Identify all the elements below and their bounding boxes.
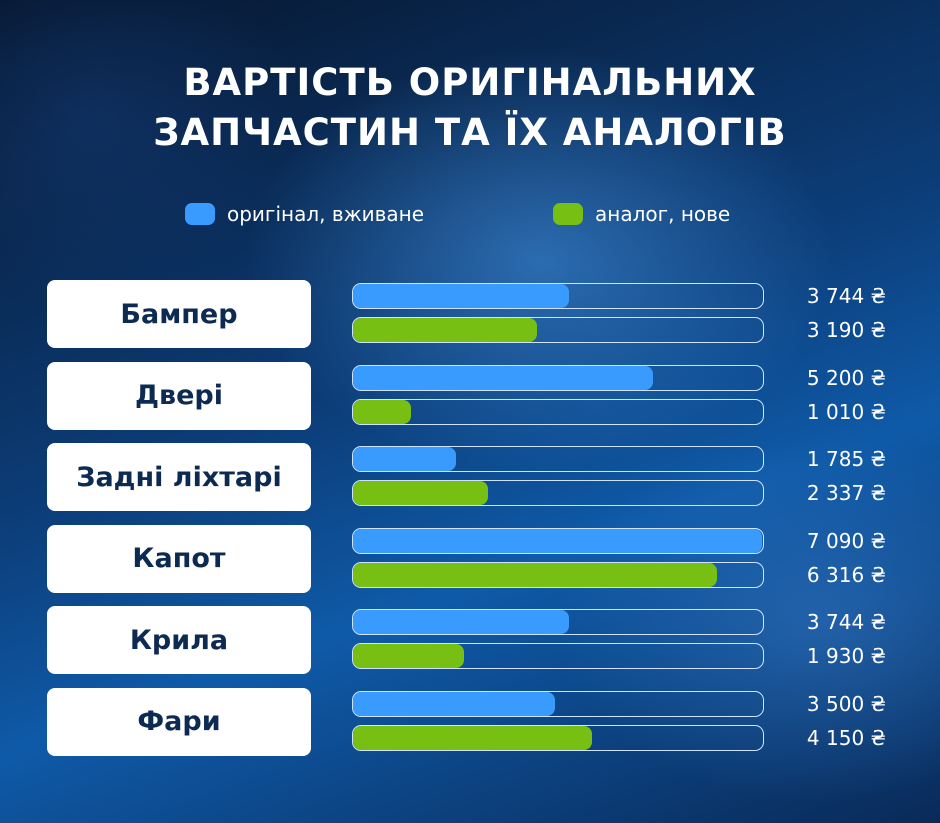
bar-track-original [352, 527, 764, 554]
bar-track-analog [352, 561, 764, 588]
value-label-original: 3 744 ₴ [806, 284, 886, 308]
category-label: Крила [47, 606, 311, 674]
bar-original [353, 610, 569, 634]
bar-analog [353, 562, 717, 587]
bar-analog [353, 481, 488, 505]
category-label: Бампер [47, 280, 311, 348]
bar-track-original [352, 446, 764, 472]
legend-item-analog: аналог, нове [553, 202, 730, 226]
value-label-analog: 3 190 ₴ [806, 318, 886, 342]
bar-track-original [352, 609, 764, 635]
title-line-1: ВАРТІСТЬ ОРИГІНАЛЬНИХ [183, 61, 757, 104]
value-label-original: 7 090 ₴ [806, 528, 886, 553]
category-label: Фари [47, 687, 311, 756]
bar-original [353, 284, 569, 308]
chart-row: Капот 7 090 ₴ 6 316 ₴ [0, 524, 940, 593]
category-label: Капот [47, 524, 311, 593]
value-label-analog: 1 010 ₴ [806, 399, 886, 424]
bar-original [353, 691, 555, 716]
bar-analog [353, 399, 411, 424]
legend: оригінал, вживане аналог, нове [0, 202, 940, 230]
bar-track-original [352, 690, 764, 717]
bar-original [353, 528, 762, 553]
category-label: Задні ліхтарі [47, 443, 311, 511]
bar-analog [353, 725, 592, 750]
bar-track-analog [352, 480, 764, 506]
chart-row: Крила 3 744 ₴ 1 930 ₴ [0, 606, 940, 674]
bar-track-original [352, 283, 764, 309]
legend-item-original: оригінал, вживане [185, 202, 424, 226]
category-label: Двері [47, 361, 311, 430]
value-label-original: 1 785 ₴ [806, 447, 886, 471]
bar-original [353, 447, 456, 471]
bar-track-analog [352, 724, 764, 751]
title-line-2: ЗАПЧАСТИН ТА ЇХ АНАЛОГІВ [153, 111, 787, 154]
chart-row: Задні ліхтарі 1 785 ₴ 2 337 ₴ [0, 443, 940, 511]
value-label-original: 3 744 ₴ [806, 610, 886, 634]
bar-track-analog [352, 317, 764, 343]
value-label-analog: 4 150 ₴ [806, 725, 886, 750]
bar-original [353, 365, 653, 390]
bar-track-original [352, 364, 764, 391]
legend-swatch-original [185, 203, 215, 225]
chart-row: Двері 5 200 ₴ 1 010 ₴ [0, 361, 940, 430]
bar-analog [353, 318, 537, 342]
legend-label-original: оригінал, вживане [227, 202, 425, 226]
value-label-original: 5 200 ₴ [806, 365, 886, 390]
bar-track-analog [352, 398, 764, 425]
legend-label-analog: аналог, нове [595, 202, 731, 226]
value-label-analog: 1 930 ₴ [806, 644, 886, 668]
value-label-analog: 2 337 ₴ [806, 481, 886, 505]
value-label-original: 3 500 ₴ [806, 691, 886, 716]
bar-analog [353, 644, 464, 668]
chart-row: Бампер 3 744 ₴ 3 190 ₴ [0, 280, 940, 348]
bar-track-analog [352, 643, 764, 669]
chart-row: Фари 3 500 ₴ 4 150 ₴ [0, 687, 940, 756]
legend-swatch-analog [553, 203, 583, 225]
value-label-analog: 6 316 ₴ [806, 562, 886, 587]
chart-title: ВАРТІСТЬ ОРИГІНАЛЬНИХ ЗАПЧАСТИН ТА ЇХ АН… [0, 58, 940, 158]
